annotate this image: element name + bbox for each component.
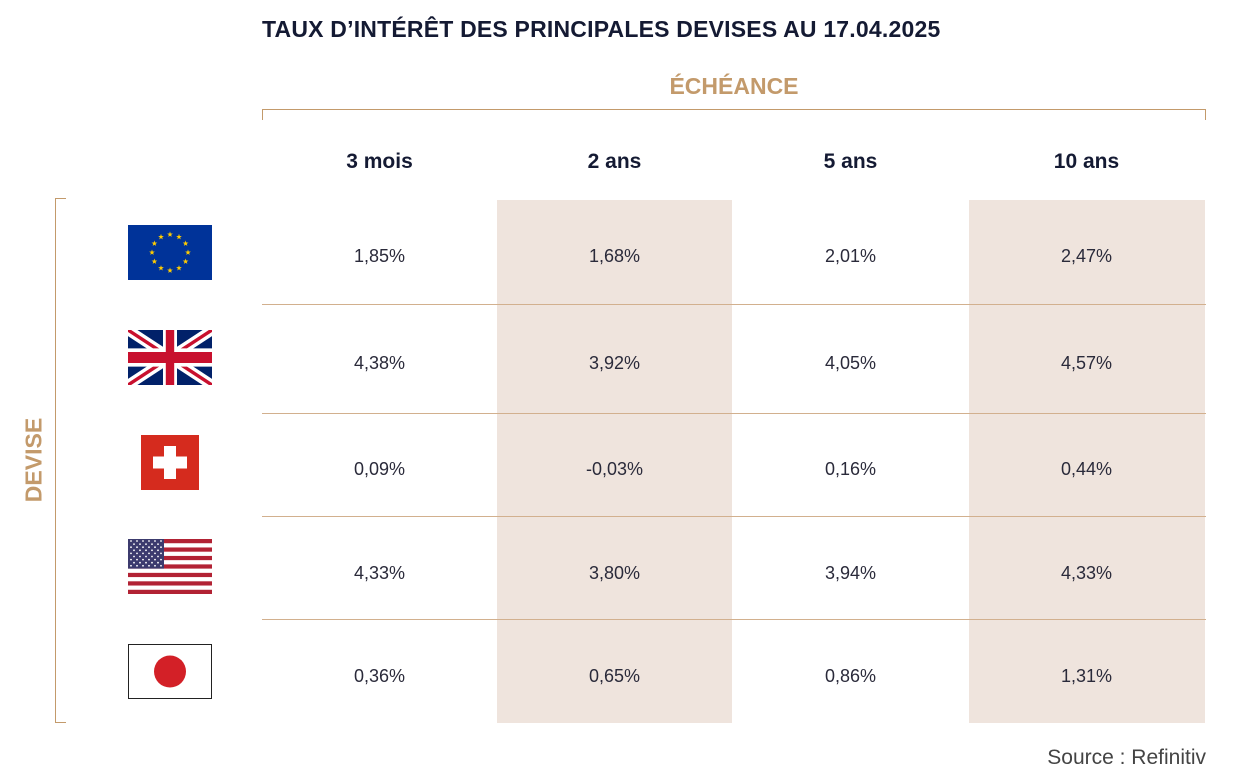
- source-note: Source : Refinitiv: [1047, 746, 1206, 769]
- cell-jpy-5-ans: 0,86%: [824, 666, 877, 686]
- cell-gbp-10-ans: 4,57%: [1060, 353, 1113, 373]
- shaded-column-10-ans: [969, 200, 1205, 723]
- cell-chf-2-ans: -0,03%: [585, 459, 644, 479]
- shaded-column-2-ans: [497, 200, 732, 723]
- cell-gbp-2-ans: 3,92%: [588, 353, 641, 373]
- cell-jpy-3-mois: 0,36%: [353, 666, 406, 686]
- column-header-2-ans: 2 ans: [587, 150, 642, 173]
- cell-chf-10-ans: 0,44%: [1060, 459, 1113, 479]
- column-header-3-mois: 3 mois: [346, 150, 413, 173]
- cell-usd-10-ans: 4,33%: [1060, 563, 1113, 583]
- row-divider: [262, 516, 1206, 517]
- cell-eur-10-ans: 2,47%: [1060, 246, 1113, 266]
- page-title: TAUX D’INTÉRÊT DES PRINCIPALES DEVISES A…: [262, 16, 941, 42]
- cell-eur-3-mois: 1,85%: [353, 246, 406, 266]
- column-header-10-ans: 10 ans: [1053, 150, 1120, 173]
- uk-flag-icon: [128, 330, 212, 385]
- column-group-label: ÉCHÉANCE: [669, 73, 799, 99]
- cell-chf-3-mois: 0,09%: [353, 459, 406, 479]
- cell-usd-5-ans: 3,94%: [824, 563, 877, 583]
- cell-gbp-5-ans: 4,05%: [824, 353, 877, 373]
- cell-eur-2-ans: 1,68%: [588, 246, 641, 266]
- row-group-label: DEVISE: [20, 417, 47, 503]
- swiss-flag-icon: [141, 435, 199, 490]
- row-divider: [262, 619, 1206, 620]
- row-group-bracket: [55, 198, 66, 723]
- column-group-bracket: [262, 109, 1206, 120]
- eu-flag-icon: [128, 225, 212, 280]
- cell-chf-5-ans: 0,16%: [824, 459, 877, 479]
- japan-flag-icon: [128, 644, 212, 699]
- cell-eur-5-ans: 2,01%: [824, 246, 877, 266]
- cell-usd-2-ans: 3,80%: [588, 563, 641, 583]
- cell-usd-3-mois: 4,33%: [353, 563, 406, 583]
- row-divider: [262, 304, 1206, 305]
- column-header-5-ans: 5 ans: [823, 150, 878, 173]
- us-flag-icon: [128, 539, 212, 594]
- cell-jpy-10-ans: 1,31%: [1060, 666, 1113, 686]
- cell-jpy-2-ans: 0,65%: [588, 666, 641, 686]
- cell-gbp-3-mois: 4,38%: [353, 353, 406, 373]
- row-divider: [262, 413, 1206, 414]
